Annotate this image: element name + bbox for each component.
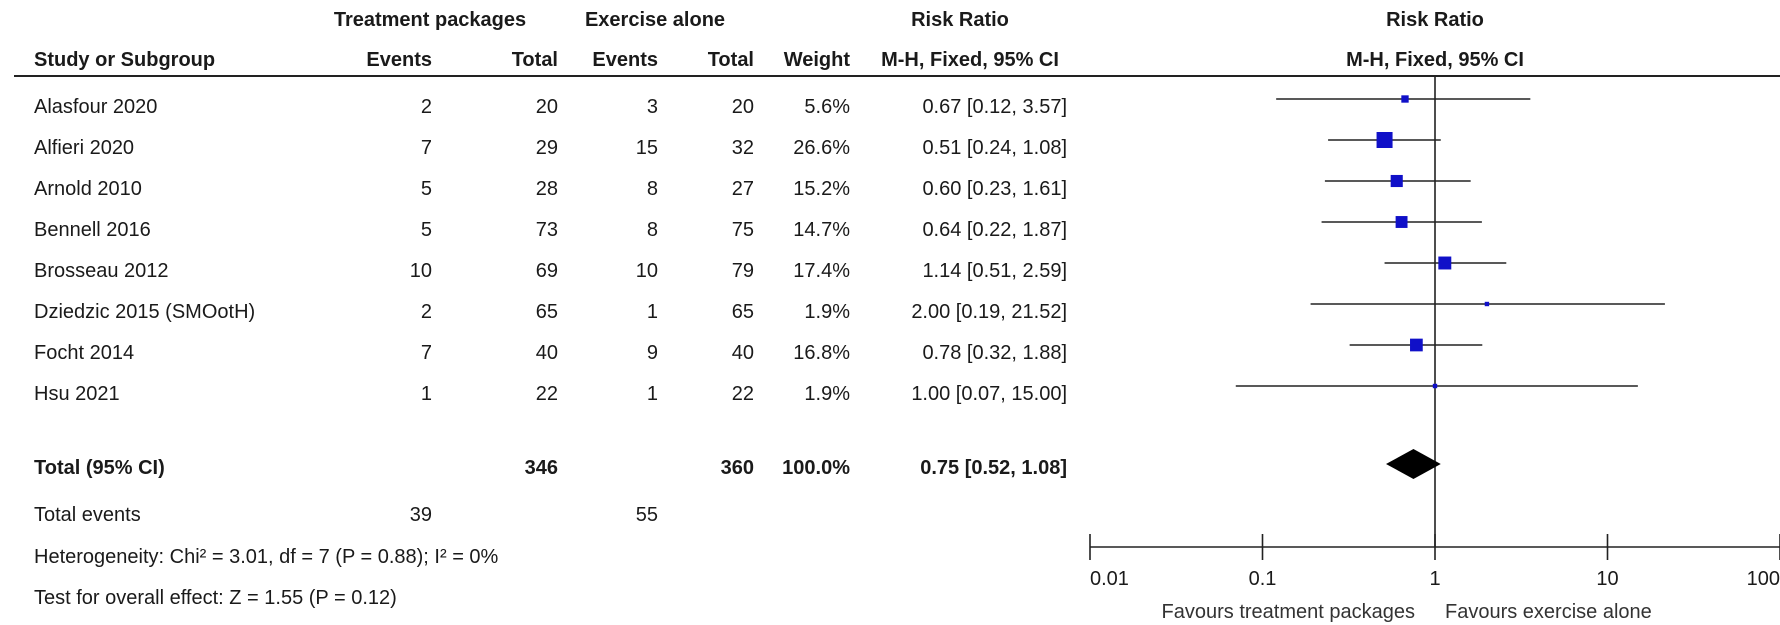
study-name: Bennell 2016 bbox=[34, 219, 151, 241]
risk-ratio-header-right: Risk Ratio bbox=[1386, 9, 1484, 31]
total1-cell: 65 bbox=[535, 301, 558, 323]
weight-column-header: Weight bbox=[783, 49, 850, 71]
study-marker bbox=[1401, 95, 1409, 103]
study-name: Focht 2014 bbox=[34, 342, 135, 364]
ci-cell: 0.78 [0.32, 1.88] bbox=[922, 342, 1067, 364]
total1-cell: 69 bbox=[535, 260, 558, 282]
pooled-diamond bbox=[1386, 449, 1441, 479]
ci-cell: 0.60 [0.23, 1.61] bbox=[922, 178, 1067, 200]
total2-cell: 27 bbox=[731, 178, 754, 200]
events1-cell: 5 bbox=[420, 178, 432, 200]
header-rule bbox=[14, 75, 1780, 77]
x-tick-label: 100 bbox=[1747, 568, 1780, 590]
study-name: Alfieri 2020 bbox=[34, 137, 135, 159]
overall-effect-text: Test for overall effect: Z = 1.55 (P = 0… bbox=[34, 587, 397, 609]
total-label: Total (95% CI) bbox=[34, 457, 165, 479]
ci-cell: 0.67 [0.12, 3.57] bbox=[922, 96, 1067, 118]
weight-cell: 16.8% bbox=[793, 342, 850, 364]
weight-cell: 5.6% bbox=[804, 96, 850, 118]
study-marker bbox=[1438, 256, 1452, 270]
weight-cell: 14.7% bbox=[793, 219, 850, 241]
total2-cell: 75 bbox=[731, 219, 754, 241]
study-marker bbox=[1432, 383, 1438, 389]
total-events1-cell: 39 bbox=[409, 504, 432, 526]
events1-cell: 2 bbox=[420, 96, 432, 118]
group1-header: Treatment packages bbox=[333, 9, 527, 31]
events1-cell: 5 bbox=[420, 219, 432, 241]
study-name: Arnold 2010 bbox=[34, 178, 142, 200]
total-events2-cell: 55 bbox=[635, 504, 658, 526]
total2-cell: 65 bbox=[731, 301, 754, 323]
events1-cell: 10 bbox=[409, 260, 432, 282]
events2-cell: 10 bbox=[635, 260, 658, 282]
heterogeneity-text: Heterogeneity: Chi² = 3.01, df = 7 (P = … bbox=[34, 546, 499, 568]
weight-cell: 17.4% bbox=[793, 260, 850, 282]
total1-cell: 29 bbox=[535, 137, 558, 159]
ci-cell: 1.00 [0.07, 15.00] bbox=[911, 383, 1067, 405]
events2-cell: 3 bbox=[646, 96, 658, 118]
total-ci-cell: 0.75 [0.52, 1.08] bbox=[920, 457, 1067, 479]
ci-cell: 0.51 [0.24, 1.08] bbox=[922, 137, 1067, 159]
events2-cell: 8 bbox=[646, 219, 658, 241]
total1-cell: 346 bbox=[524, 457, 558, 479]
events2-cell: 1 bbox=[646, 301, 658, 323]
events1-cell: 2 bbox=[420, 301, 432, 323]
ci-cell: 2.00 [0.19, 21.52] bbox=[911, 301, 1067, 323]
ci-cell: 1.14 [0.51, 2.59] bbox=[922, 260, 1067, 282]
total1-cell: 20 bbox=[535, 96, 558, 118]
events1-cell: 1 bbox=[420, 383, 432, 405]
events2-cell: 1 bbox=[646, 383, 658, 405]
events1-cell: 7 bbox=[420, 137, 432, 159]
total-weight-cell: 100.0% bbox=[782, 457, 850, 479]
events2-column-header: Events bbox=[592, 49, 658, 71]
study-name: Hsu 2021 bbox=[34, 383, 120, 405]
total2-cell: 360 bbox=[720, 457, 754, 479]
weight-cell: 1.9% bbox=[804, 383, 850, 405]
weight-cell: 15.2% bbox=[793, 178, 850, 200]
risk-ratio-header-left: Risk Ratio bbox=[911, 9, 1009, 31]
study-marker bbox=[1376, 132, 1393, 148]
study-marker bbox=[1484, 301, 1490, 307]
total1-cell: 40 bbox=[535, 342, 558, 364]
ci-cell: 0.64 [0.22, 1.87] bbox=[922, 219, 1067, 241]
group2-header: Exercise alone bbox=[584, 9, 726, 31]
study-name: Dziedzic 2015 (SMOotH) bbox=[34, 301, 256, 323]
total2-column-header: Total bbox=[707, 49, 754, 71]
weight-cell: 1.9% bbox=[804, 301, 850, 323]
total2-cell: 22 bbox=[731, 383, 754, 405]
method-header-left: M-H, Fixed, 95% CI bbox=[881, 49, 1059, 71]
study-name: Brosseau 2012 bbox=[34, 260, 169, 282]
total2-cell: 32 bbox=[731, 137, 754, 159]
method-header-right: M-H, Fixed, 95% CI bbox=[1346, 49, 1524, 71]
weight-cell: 26.6% bbox=[793, 137, 850, 159]
total1-cell: 73 bbox=[535, 219, 558, 241]
favours-right-label: Favours exercise alone bbox=[1445, 601, 1652, 623]
study-marker bbox=[1390, 174, 1403, 188]
events2-cell: 15 bbox=[635, 137, 658, 159]
events2-cell: 9 bbox=[646, 342, 658, 364]
total1-column-header: Total bbox=[511, 49, 558, 71]
study-marker bbox=[1410, 338, 1423, 352]
total-events-label: Total events bbox=[34, 504, 141, 526]
events2-cell: 8 bbox=[646, 178, 658, 200]
study-name: Alasfour 2020 bbox=[34, 96, 158, 118]
events1-column-header: Events bbox=[366, 49, 432, 71]
total1-cell: 22 bbox=[535, 383, 558, 405]
total2-cell: 79 bbox=[731, 260, 754, 282]
events1-cell: 7 bbox=[420, 342, 432, 364]
x-tick-label: 1 bbox=[1429, 568, 1440, 590]
total2-cell: 40 bbox=[731, 342, 754, 364]
x-tick-label: 0.01 bbox=[1090, 568, 1129, 590]
study-marker bbox=[1395, 216, 1408, 228]
x-tick-label: 0.1 bbox=[1249, 568, 1277, 590]
x-tick-label: 10 bbox=[1596, 568, 1618, 590]
favours-left-label: Favours treatment packages bbox=[1162, 601, 1415, 623]
total1-cell: 28 bbox=[535, 178, 558, 200]
total2-cell: 20 bbox=[731, 96, 754, 118]
study-column-header: Study or Subgroup bbox=[34, 49, 216, 71]
